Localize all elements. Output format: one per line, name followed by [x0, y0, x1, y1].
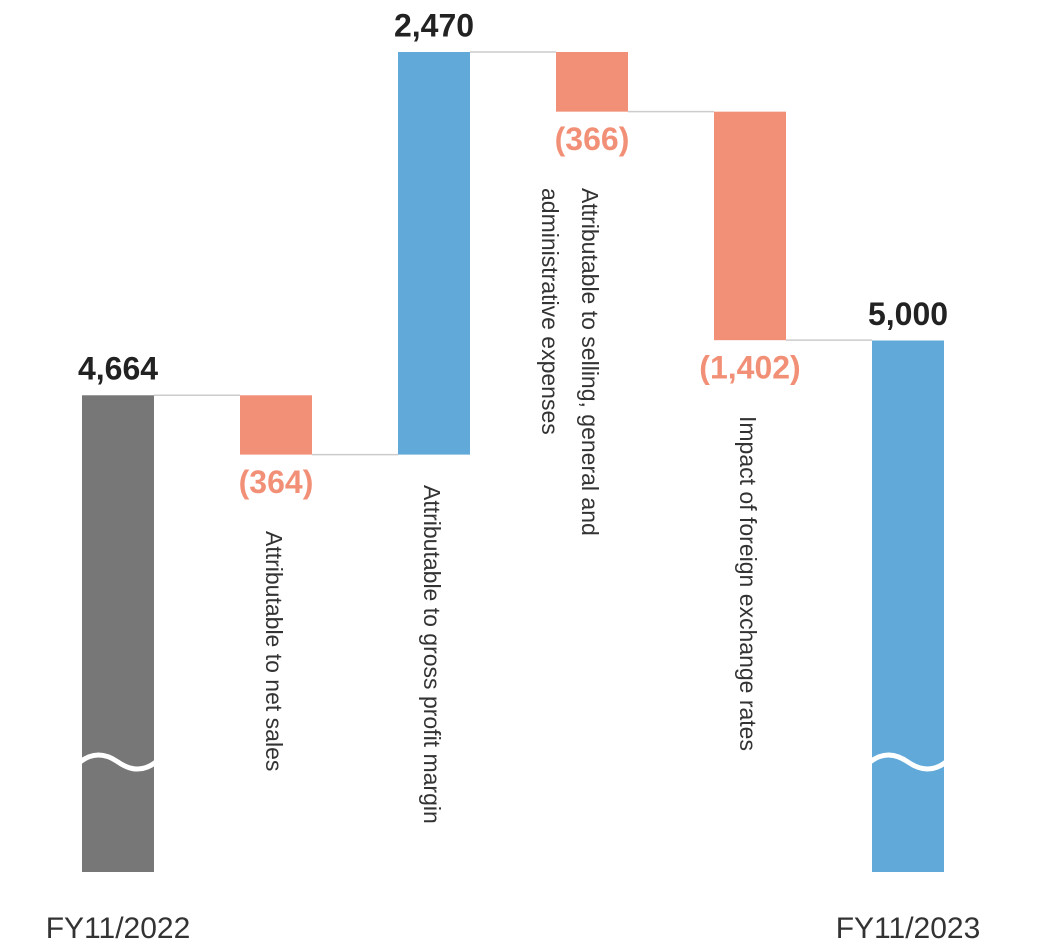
bar: [714, 111, 786, 341]
category-label: Attributable to net sales: [261, 530, 287, 771]
bar: [872, 340, 944, 872]
axis-break: [78, 752, 158, 772]
bar: [398, 52, 470, 455]
x-tick-label: FY11/2022: [45, 912, 191, 945]
axis-break: [868, 752, 948, 772]
bar: [82, 395, 154, 872]
value-label: (1,402): [699, 350, 800, 386]
category-label: Attributable to gross profit margin: [419, 484, 445, 824]
value-label: 2,470: [394, 7, 474, 43]
value-label: (366): [555, 121, 630, 157]
value-label: (364): [239, 464, 314, 500]
bar: [556, 52, 628, 112]
category-label: Impact of foreign exchange rates: [735, 416, 761, 752]
x-tick-label: FY11/2023: [835, 912, 981, 945]
value-label: 5,000: [868, 296, 948, 332]
bar: [240, 395, 312, 455]
value-label: 4,664: [78, 351, 158, 387]
category-label: Attributable to selling, general and adm…: [537, 187, 603, 536]
